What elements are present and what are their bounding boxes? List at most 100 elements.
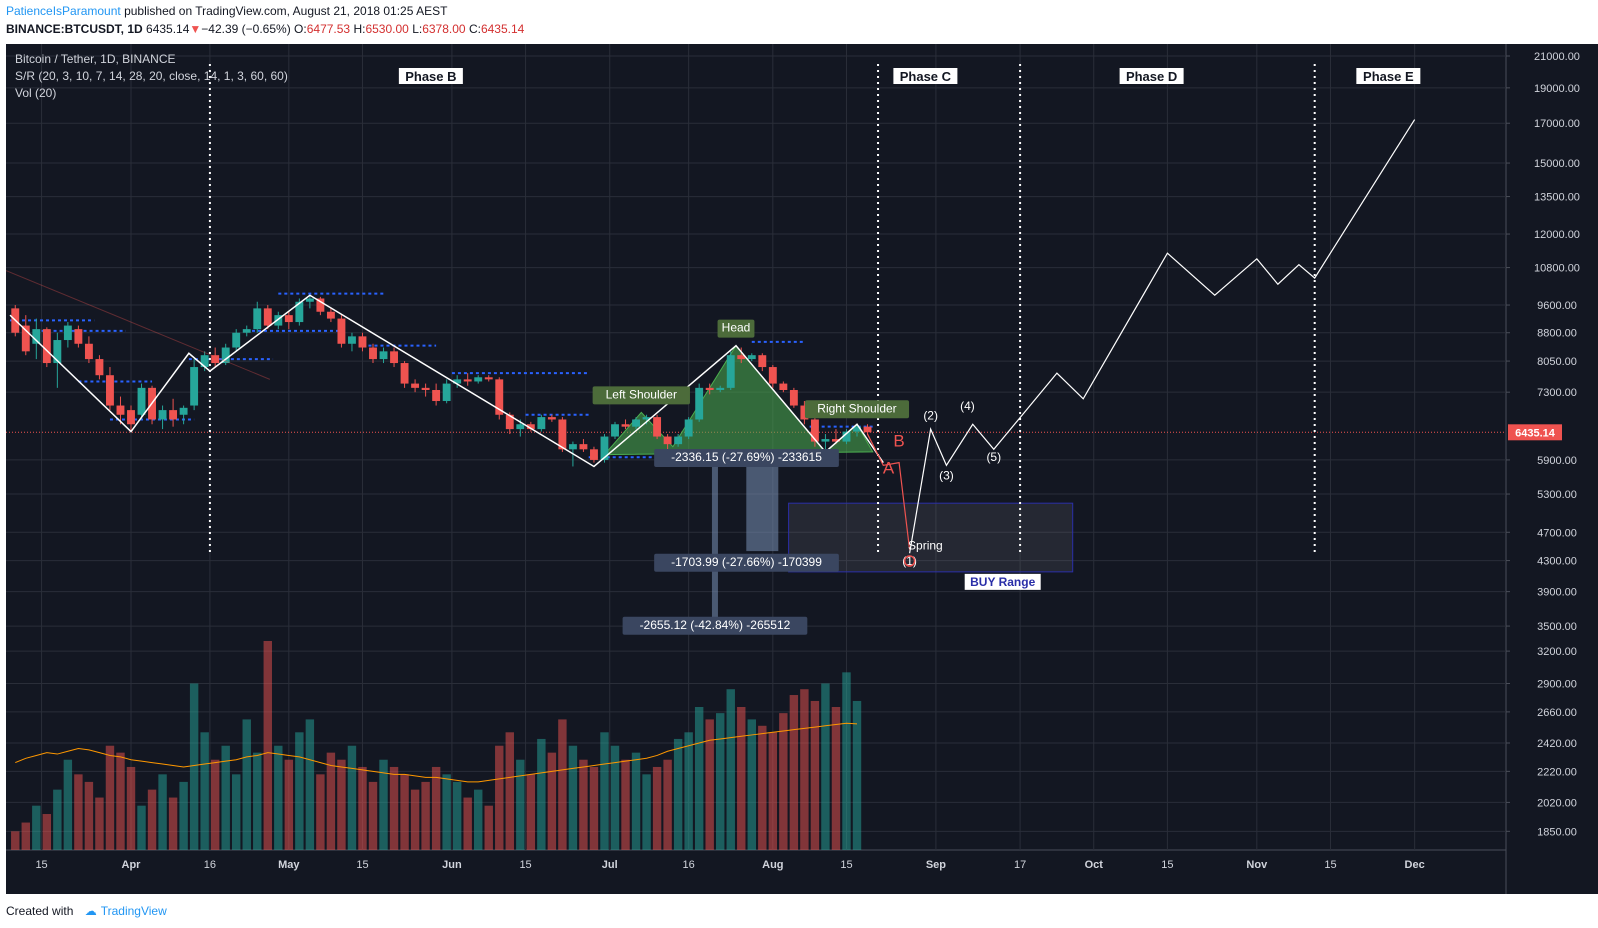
phase-label: Phase D: [1126, 69, 1177, 84]
volume-bar: [32, 805, 41, 850]
candle-body: [663, 436, 672, 445]
symbol-label: BINANCE:BTCUSDT, 1D: [6, 22, 143, 36]
candle-body: [421, 387, 430, 391]
candle-body: [116, 405, 125, 415]
volume-bar: [168, 797, 178, 850]
candle-body: [842, 431, 851, 442]
volume-bar: [431, 766, 441, 850]
abc-correction-line: [866, 433, 911, 550]
close-value: 6435.14: [480, 22, 525, 36]
candle-body: [200, 355, 209, 368]
candle-body: [106, 375, 114, 406]
volume-bar: [726, 689, 735, 850]
time-tick-label: 16: [204, 859, 216, 871]
tradingview-logo-icon[interactable]: ☁: [84, 904, 97, 918]
wave-label: (5): [986, 450, 1001, 464]
volume-bar: [589, 766, 599, 850]
candle-body: [137, 387, 146, 415]
candle-body: [590, 449, 598, 460]
time-tick-label: 17: [1014, 859, 1026, 871]
low-value: 6378.00: [422, 22, 466, 36]
faint-trendline: [6, 270, 271, 380]
footer: Created with ☁ TradingView: [6, 904, 167, 918]
volume-bar: [232, 774, 241, 850]
high-value: 6530.00: [365, 22, 409, 36]
price-tick-label: 4300.00: [1537, 556, 1577, 568]
measure-bar-long: [711, 449, 718, 629]
candle-body: [242, 329, 251, 333]
volume-bar: [600, 732, 609, 850]
volume-bar: [316, 774, 325, 850]
volume-bar: [158, 774, 167, 850]
volume-bar: [63, 759, 73, 850]
zigzag-line: [9, 294, 884, 468]
volume-bar: [684, 732, 693, 850]
buy-range-label: BUY Range: [970, 575, 1035, 589]
current-price-tag: [1508, 424, 1562, 441]
candle-body: [53, 340, 62, 364]
volume-bar: [410, 789, 420, 850]
right-shoulder-label-bg: [804, 400, 910, 419]
drawings: [6, 119, 1416, 554]
candle-body: [453, 379, 462, 384]
candle-body: [42, 329, 51, 364]
candle-body: [726, 355, 735, 388]
ohlc-line: BINANCE:BTCUSDT, 1D 6435.14▼−42.39 (−0.6…: [6, 22, 524, 36]
volume-bar: [810, 700, 820, 850]
time-tick-label: Sep: [926, 859, 946, 871]
candle-body: [684, 419, 693, 437]
time-tick-label: Aug: [762, 859, 783, 871]
candle-body: [305, 298, 314, 302]
candle-body: [505, 414, 514, 430]
annotations: Left Shoulder Head Right Shoulder -2336.15 …: [592, 319, 1001, 635]
volume-bar: [347, 745, 357, 850]
price-tick-label: 17000.00: [1534, 118, 1580, 130]
candle-body: [295, 301, 304, 323]
price-axis[interactable]: [1506, 44, 1598, 894]
projection-path: [909, 119, 1416, 554]
candle-body: [190, 367, 199, 406]
open-label: O:: [294, 22, 307, 36]
volume-bar: [389, 766, 399, 850]
volume-bar: [189, 683, 199, 850]
author-link[interactable]: PatienceIsParamount: [6, 4, 121, 18]
candle-body: [716, 387, 725, 391]
volume-bar: [463, 797, 472, 850]
phase-label-bg: [893, 68, 958, 84]
candle-body: [558, 419, 567, 450]
volume-bar: [147, 789, 157, 850]
time-tick-label: 15: [356, 859, 368, 871]
time-tick-label: 15: [35, 859, 47, 871]
candle-body: [179, 407, 188, 415]
down-arrow-icon: ▼: [189, 22, 202, 36]
price-tick-label: 12000.00: [1534, 229, 1580, 241]
volume-bar: [610, 745, 620, 850]
candle-body: [853, 426, 861, 432]
last-price: 6435.14: [146, 22, 190, 36]
volume-bar: [495, 745, 504, 850]
open-value: 6477.53: [306, 22, 351, 36]
price-tick-label: 3500.00: [1537, 621, 1577, 633]
price-tick-label: 7300.00: [1537, 387, 1577, 399]
change-value: −42.39 (−0.65%): [201, 22, 291, 36]
tradingview-link[interactable]: TradingView: [100, 904, 167, 918]
candle-body: [284, 315, 293, 323]
volume-bar: [253, 752, 262, 850]
volume-bar: [716, 713, 725, 850]
candle-body: [474, 377, 483, 382]
measurement-label-bg: [654, 449, 839, 468]
candle-body: [400, 363, 409, 384]
price-chart[interactable]: BUY Range Phase B Phase C Phase D Phase E Le…: [6, 44, 1598, 894]
candle-body: [747, 355, 756, 360]
volume-bar: [137, 805, 146, 850]
candle-body: [169, 410, 178, 420]
price-tick-label: 3200.00: [1537, 646, 1577, 658]
time-tick-label: Dec: [1405, 859, 1425, 871]
candle-body: [211, 355, 220, 364]
price-tick-label: 15000.00: [1534, 158, 1580, 170]
volume-bar: [42, 814, 52, 850]
wave-label: (4): [960, 399, 975, 413]
price-tick-label: 3900.00: [1537, 587, 1577, 599]
candle-body: [642, 417, 651, 420]
volume-bar: [379, 759, 388, 850]
